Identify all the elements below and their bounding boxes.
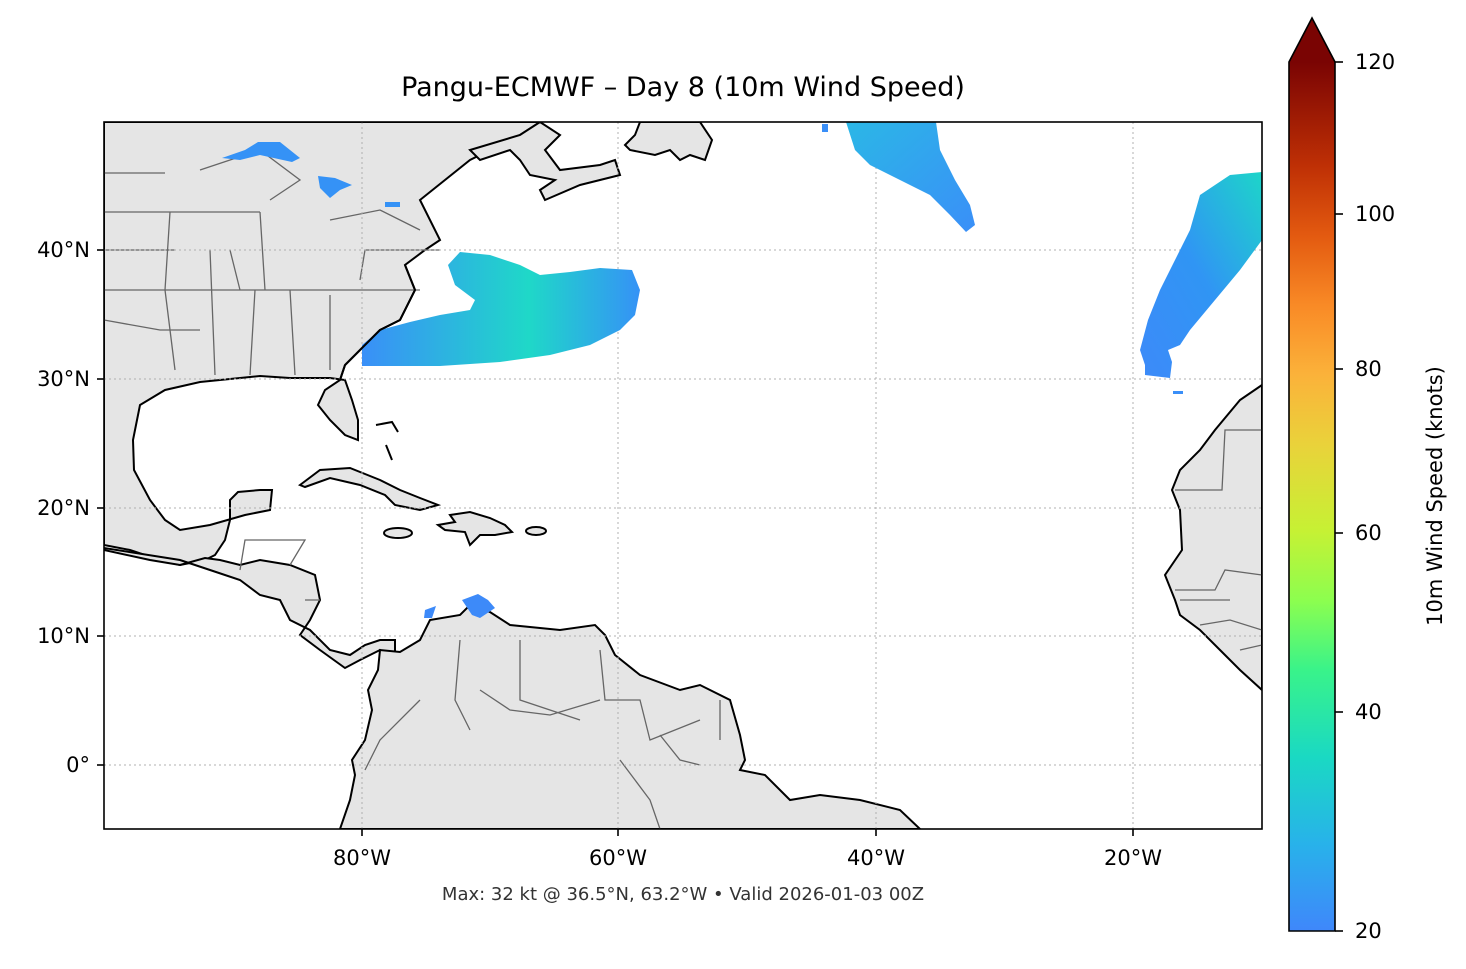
cbar-tick-80: 80 — [1355, 357, 1382, 381]
max-info-footer: Max: 32 kt @ 36.5°N, 63.2°W • Valid 2026… — [441, 884, 925, 905]
land-newfoundland — [623, 122, 714, 162]
land-maritimes — [468, 122, 622, 202]
ytick-10n: 10°N — [37, 624, 90, 648]
cbar-tick-20: 20 — [1355, 919, 1382, 943]
ytick-20n: 20°N — [37, 496, 90, 520]
wind-lake-superior — [222, 142, 300, 162]
cbar-tick-120: 120 — [1355, 50, 1396, 74]
wind-swath-mid-atlantic — [846, 122, 975, 232]
wind-lake-michigan — [318, 176, 352, 198]
land-bahamas — [375, 420, 399, 461]
land-west-africa — [1163, 383, 1262, 692]
colorbar-label: 10m Wind Speed (knots) — [1423, 366, 1447, 626]
xtick-20w: 20°W — [1104, 846, 1162, 870]
land-jamaica — [383, 527, 413, 539]
wind-patch-small — [822, 124, 828, 132]
state-borders — [104, 149, 1262, 829]
xtick-40w: 40°W — [847, 846, 905, 870]
ytick-40n: 40°N — [37, 238, 90, 262]
gridlines — [104, 122, 1262, 829]
land-hispaniola — [435, 510, 515, 547]
wind-lake-ontario — [385, 202, 400, 207]
wind-swath-western-atlantic — [362, 252, 640, 366]
land-cuba — [297, 466, 442, 512]
axis-ticks — [97, 249, 1134, 836]
wind-caribbean-venezuela — [424, 594, 495, 618]
land-central-america — [104, 546, 396, 670]
ytick-30n: 30°N — [37, 367, 90, 391]
ytick-0: 0° — [66, 753, 90, 777]
xtick-60w: 60°W — [589, 846, 647, 870]
xtick-80w: 80°W — [333, 846, 391, 870]
cbar-tick-100: 100 — [1355, 202, 1396, 226]
land-south-america — [338, 603, 922, 829]
wind-swath-eastern-atlantic — [1140, 172, 1262, 378]
map-frame — [103, 121, 1263, 830]
colorbar — [1288, 16, 1343, 932]
cbar-tick-60: 60 — [1355, 521, 1382, 545]
cbar-tick-40: 40 — [1355, 700, 1382, 724]
land-puerto-rico — [525, 526, 547, 536]
chart-title: Pangu-ECMWF – Day 8 (10m Wind Speed) — [401, 72, 965, 103]
wind-patch-azores — [1173, 391, 1183, 394]
